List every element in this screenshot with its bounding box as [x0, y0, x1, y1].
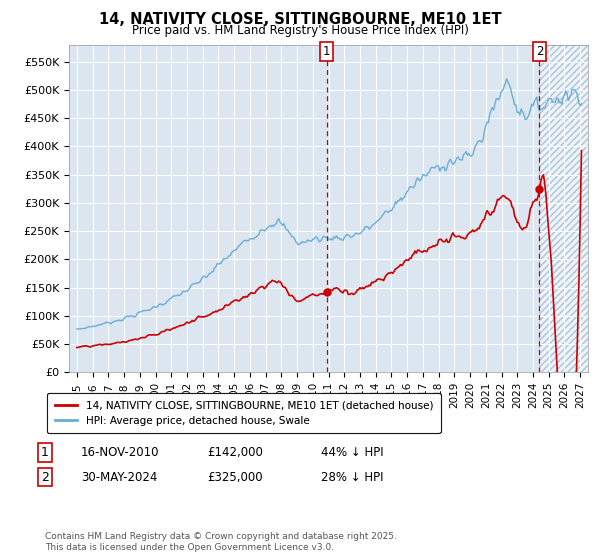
Text: Contains HM Land Registry data © Crown copyright and database right 2025.
This d: Contains HM Land Registry data © Crown c…	[45, 532, 397, 552]
Bar	[539, 45, 588, 372]
Text: 16-NOV-2010: 16-NOV-2010	[81, 446, 160, 459]
Text: 2: 2	[41, 470, 49, 484]
Text: 2: 2	[536, 45, 543, 58]
Text: Price paid vs. HM Land Registry's House Price Index (HPI): Price paid vs. HM Land Registry's House …	[131, 24, 469, 36]
Text: 14, NATIVITY CLOSE, SITTINGBOURNE, ME10 1ET: 14, NATIVITY CLOSE, SITTINGBOURNE, ME10 …	[98, 12, 502, 27]
Text: 28% ↓ HPI: 28% ↓ HPI	[321, 470, 383, 484]
Text: 30-MAY-2024: 30-MAY-2024	[81, 470, 157, 484]
Legend: 14, NATIVITY CLOSE, SITTINGBOURNE, ME10 1ET (detached house), HPI: Average price: 14, NATIVITY CLOSE, SITTINGBOURNE, ME10 …	[47, 393, 440, 433]
Text: 1: 1	[41, 446, 49, 459]
Bar	[539, 45, 588, 372]
Text: 1: 1	[323, 45, 331, 58]
Text: £142,000: £142,000	[207, 446, 263, 459]
Text: 44% ↓ HPI: 44% ↓ HPI	[321, 446, 383, 459]
Text: £325,000: £325,000	[207, 470, 263, 484]
